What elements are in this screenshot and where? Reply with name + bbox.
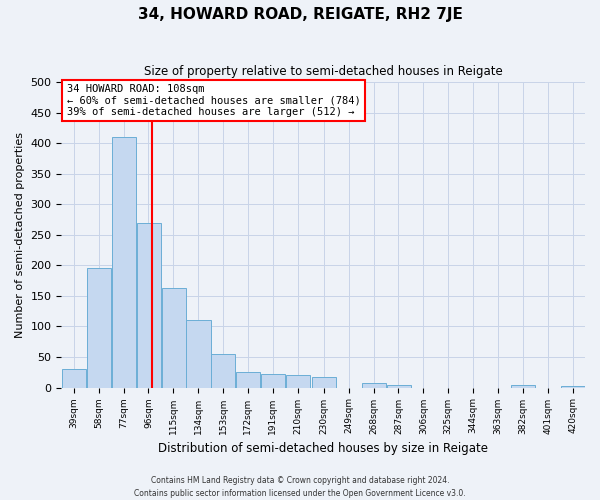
Bar	[112, 137, 136, 388]
Bar	[561, 386, 585, 388]
Bar	[511, 384, 535, 388]
Bar	[236, 372, 260, 388]
Bar	[386, 385, 411, 388]
Bar	[87, 268, 111, 388]
Text: 34, HOWARD ROAD, REIGATE, RH2 7JE: 34, HOWARD ROAD, REIGATE, RH2 7JE	[137, 8, 463, 22]
Bar	[187, 320, 211, 388]
Bar	[211, 354, 235, 388]
Bar	[161, 288, 186, 388]
Text: Contains HM Land Registry data © Crown copyright and database right 2024.
Contai: Contains HM Land Registry data © Crown c…	[134, 476, 466, 498]
Bar	[312, 377, 336, 388]
Bar	[137, 222, 161, 388]
Bar	[261, 374, 285, 388]
X-axis label: Distribution of semi-detached houses by size in Reigate: Distribution of semi-detached houses by …	[158, 442, 488, 455]
Bar	[286, 376, 310, 388]
Text: 34 HOWARD ROAD: 108sqm
← 60% of semi-detached houses are smaller (784)
39% of se: 34 HOWARD ROAD: 108sqm ← 60% of semi-det…	[67, 84, 361, 117]
Y-axis label: Number of semi-detached properties: Number of semi-detached properties	[15, 132, 25, 338]
Bar	[62, 368, 86, 388]
Title: Size of property relative to semi-detached houses in Reigate: Size of property relative to semi-detach…	[144, 65, 503, 78]
Bar	[362, 382, 386, 388]
